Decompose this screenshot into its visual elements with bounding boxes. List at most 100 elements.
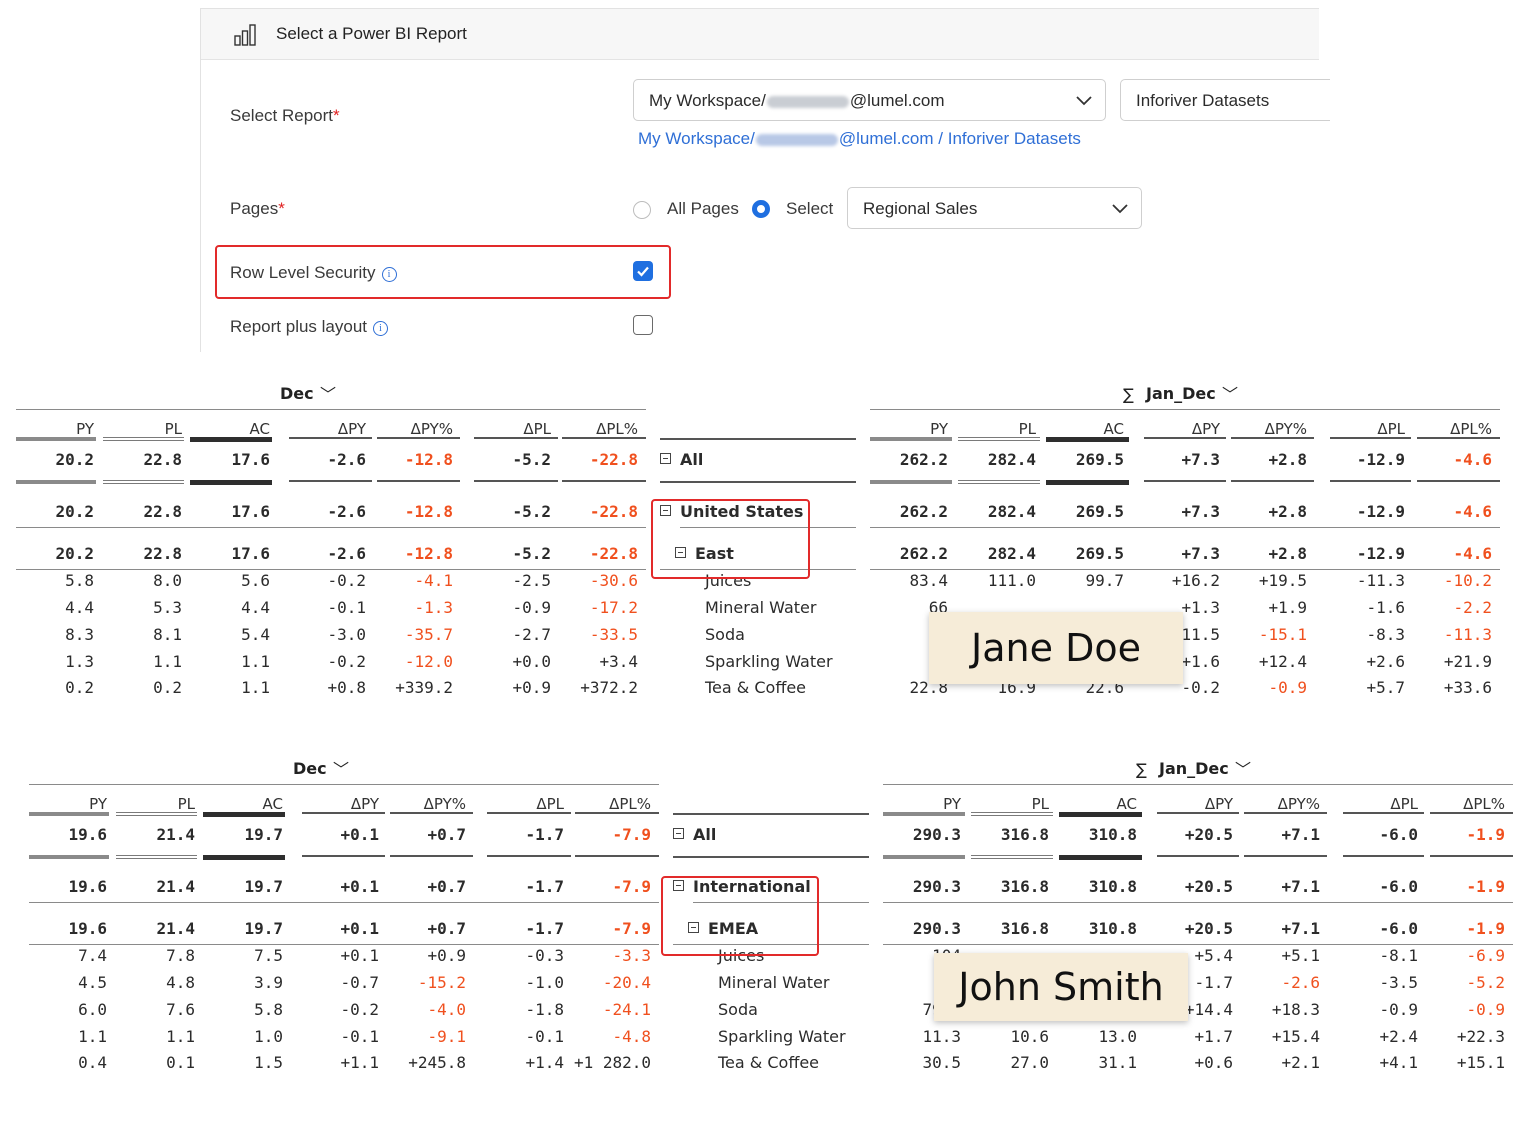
- row-underline: [1059, 855, 1142, 860]
- row-label-leaf: Sparkling Water: [705, 652, 833, 671]
- cell-left: -0.2: [340, 1000, 379, 1019]
- period-header-left[interactable]: Dec: [280, 384, 314, 403]
- chevron-down-icon[interactable]: ﹀: [1222, 385, 1239, 404]
- cell-right: +20.5: [1184, 919, 1233, 938]
- row-label-level1[interactable]: International: [673, 877, 811, 896]
- cell-right: 11.5: [1181, 625, 1220, 644]
- cell-right: +15.4: [1271, 1027, 1320, 1046]
- period-header-right[interactable]: Jan_Dec: [1159, 759, 1229, 778]
- cell-left: +0.1: [340, 877, 379, 896]
- cell-left: +1 282.0: [573, 1053, 651, 1072]
- cell-right: +15.1: [1456, 1053, 1505, 1072]
- cell-left: -22.8: [589, 544, 638, 563]
- hierarchy-highlight-box: [661, 876, 819, 956]
- row-underline: [870, 569, 1500, 570]
- column-underline: [103, 437, 184, 441]
- cell-right: +7.3: [1181, 502, 1220, 521]
- period-rule-right: [883, 784, 1513, 785]
- cell-right: -3.5: [1379, 973, 1418, 992]
- row-underline: [883, 902, 1513, 903]
- collapse-icon[interactable]: [688, 922, 699, 933]
- cell-left: 8.1: [153, 625, 182, 644]
- row-underline: [883, 855, 965, 859]
- cell-left: 5.8: [65, 571, 94, 590]
- collapse-icon[interactable]: [673, 880, 684, 891]
- column-header-2: AC: [1103, 420, 1124, 438]
- layout-checkbox[interactable]: [633, 315, 653, 335]
- row-underline: [474, 480, 558, 482]
- cell-left: 1.3: [65, 652, 94, 671]
- row-label-level2[interactable]: East: [675, 544, 734, 563]
- cell-left: -5.2: [512, 502, 551, 521]
- row-label-level1[interactable]: United States: [660, 502, 803, 521]
- cell-right: +20.5: [1184, 877, 1233, 896]
- period-header-right[interactable]: Jan_Dec: [1146, 384, 1216, 403]
- page-select[interactable]: Regional Sales: [847, 187, 1142, 229]
- cell-right: -6.0: [1379, 825, 1418, 844]
- cell-right: 262.2: [899, 544, 948, 563]
- cell-right: 282.4: [987, 450, 1036, 469]
- period-header-left[interactable]: Dec: [293, 759, 327, 778]
- rls-checkbox[interactable]: [633, 261, 653, 281]
- cell-left: 0.1: [166, 1053, 195, 1072]
- collapse-icon[interactable]: [673, 828, 684, 839]
- cell-left: -4.8: [612, 1027, 651, 1046]
- collapse-icon[interactable]: [660, 505, 671, 516]
- row-underline: [660, 569, 856, 570]
- row-label-all[interactable]: All: [673, 825, 716, 844]
- select-pages-radio[interactable]: [752, 200, 770, 218]
- column-header-2: AC: [1116, 795, 1137, 813]
- row-label-all[interactable]: All: [660, 450, 703, 469]
- cell-right: -0.9: [1268, 678, 1307, 697]
- cell-right: +7.1: [1281, 919, 1320, 938]
- cell-left: +1.1: [340, 1053, 379, 1072]
- cell-right: +21.9: [1443, 652, 1492, 671]
- cell-left: -2.5: [512, 571, 551, 590]
- chevron-down-icon[interactable]: ﹀: [1235, 760, 1252, 779]
- cell-left: -0.1: [340, 1027, 379, 1046]
- cell-left: 1.1: [78, 1027, 107, 1046]
- column-underline: [487, 812, 571, 814]
- cell-left: -24.1: [602, 1000, 651, 1019]
- dataset-select[interactable]: Inforiver Datasets: [1120, 79, 1330, 121]
- collapse-icon[interactable]: [675, 547, 686, 558]
- row-label-leaf: Tea & Coffee: [705, 678, 806, 697]
- cell-left: -7.9: [612, 877, 651, 896]
- report-path-link[interactable]: My Workspace/@lumel.com / Inforiver Data…: [638, 129, 1081, 148]
- cell-right: +4.1: [1379, 1053, 1418, 1072]
- cell-right: -1.9: [1466, 825, 1505, 844]
- column-header-1: PL: [1018, 420, 1036, 438]
- row-underline: [1157, 855, 1239, 857]
- all-pages-radio[interactable]: [633, 201, 651, 219]
- cell-right: -11.3: [1443, 625, 1492, 644]
- redacted-username: [755, 133, 838, 146]
- column-header-5: ΔPL: [536, 795, 564, 813]
- column-underline: [302, 812, 385, 814]
- cell-right: +18.3: [1271, 1000, 1320, 1019]
- cell-left: -7.9: [612, 919, 651, 938]
- row-label-level2[interactable]: EMEA: [688, 919, 758, 938]
- collapse-icon[interactable]: [660, 453, 671, 464]
- cell-right: 290.3: [912, 877, 961, 896]
- column-underline: [377, 437, 460, 439]
- cell-right: -8.1: [1379, 946, 1418, 965]
- cell-right: +5.7: [1366, 678, 1405, 697]
- cell-left: -2.6: [327, 450, 366, 469]
- cell-right: +1.7: [1194, 1027, 1233, 1046]
- column-underline: [971, 812, 1053, 816]
- info-icon[interactable]: i: [373, 321, 389, 336]
- chevron-down-icon[interactable]: ﹀: [333, 760, 350, 779]
- column-underline: [1231, 437, 1314, 439]
- cell-left: 1.1: [241, 678, 270, 697]
- column-header-3: ΔPY: [337, 420, 366, 438]
- row-label-leaf: Soda: [718, 1000, 758, 1019]
- cell-left: +0.1: [340, 946, 379, 965]
- report-dialog: Select a Power BI Report Select Report* …: [200, 8, 1330, 352]
- chevron-down-icon[interactable]: ﹀: [320, 385, 337, 404]
- info-icon[interactable]: i: [381, 267, 397, 282]
- workspace-select[interactable]: My Workspace/@lumel.com: [633, 79, 1106, 121]
- cell-left: +0.7: [427, 825, 466, 844]
- column-header-5: ΔPL: [523, 420, 551, 438]
- row-underline: [1144, 480, 1226, 482]
- cell-right: -1.7: [1194, 973, 1233, 992]
